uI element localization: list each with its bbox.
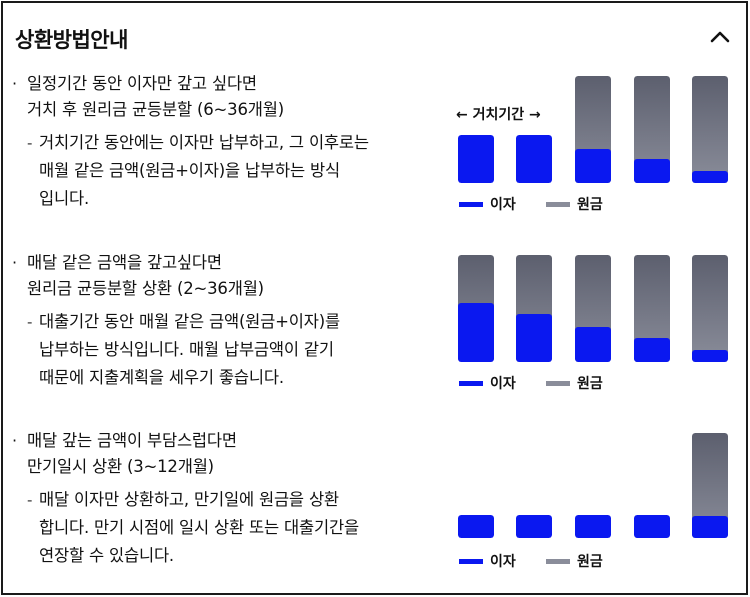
bar-month-4 xyxy=(634,515,670,538)
section-title-line2: 원리금 균등분할 상환 (2~36개월) xyxy=(27,279,264,298)
bar-month-4 xyxy=(634,76,670,183)
section-title-line1: 매달 같은 금액을 갚고싶다면 xyxy=(27,253,222,272)
bar-month-3 xyxy=(575,255,611,362)
grace-period-label: ← 거치기간 → xyxy=(456,107,541,123)
bar-month-3 xyxy=(575,515,611,538)
section-desc-line2: 합니다. 만기 시점에 일시 상환 또는 대출기간을 xyxy=(39,518,359,537)
bar-month-1 xyxy=(458,255,494,362)
bar-month-4 xyxy=(634,255,670,362)
section-desc-line2: 매월 같은 금액(원금+이자)을 납부하는 방식 xyxy=(39,161,340,180)
section-title-line1: 매달 갚는 금액이 부담스럽다면 xyxy=(27,431,237,450)
section-title-line1: 일정기간 동안 이자만 갚고 싶다면 xyxy=(27,74,257,93)
legend-interest-swatch xyxy=(459,381,483,386)
section-title-line2: 거치 후 원리금 균등분할 (6~36개월) xyxy=(27,100,284,119)
section-desc-line3: 때문에 지출계획을 세우기 좋습니다. xyxy=(39,368,284,387)
section-desc-line2: 납부하는 방식입니다. 매월 납부금액이 같기 xyxy=(39,340,334,359)
legend-interest-label: 이자 xyxy=(490,197,516,213)
legend-principal-swatch xyxy=(546,381,570,386)
section-desc-line1: 대출기간 동안 매월 같은 금액(원금+이자)를 xyxy=(39,312,340,331)
section-equal-installment: · 매달 같은 금액을 갚고싶다면 원리금 균등분할 상환 (2~36개월) -… xyxy=(3,248,746,398)
panel-header[interactable]: 상환방법안내 xyxy=(3,3,746,69)
legend-interest-label: 이자 xyxy=(490,376,516,392)
legend-principal-label: 원금 xyxy=(577,554,603,570)
bar-month-1 xyxy=(458,135,494,183)
bar-month-2 xyxy=(516,255,552,362)
legend-interest-label: 이자 xyxy=(490,554,516,570)
bar-month-3 xyxy=(575,76,611,183)
legend-principal-label: 원금 xyxy=(577,376,603,392)
dash: - xyxy=(27,491,33,509)
legend-principal-swatch xyxy=(546,559,570,564)
bullet: · xyxy=(12,74,18,93)
bullet: · xyxy=(12,431,18,450)
section-title-line2: 만기일시 상환 (3~12개월) xyxy=(27,457,214,476)
section-desc-line1: 매달 이자만 상환하고, 만기일에 원금을 상환 xyxy=(39,490,339,509)
bullet: · xyxy=(12,253,18,272)
legend-principal-label: 원금 xyxy=(577,197,603,213)
bar-month-2 xyxy=(516,135,552,183)
panel-title: 상환방법안내 xyxy=(15,28,128,52)
bar-month-1 xyxy=(458,515,494,538)
section-desc-line1: 거치기간 동안에는 이자만 납부하고, 그 이후로는 xyxy=(39,133,369,152)
legend-interest-swatch xyxy=(459,559,483,564)
chevron-up-icon[interactable] xyxy=(708,25,732,49)
bar-month-5 xyxy=(692,76,728,183)
section-lump-sum: · 매달 갚는 금액이 부담스럽다면 만기일시 상환 (3~12개월) - 매달… xyxy=(3,426,746,586)
section-desc-line3: 연장할 수 있습니다. xyxy=(39,546,174,565)
section-desc-line3: 입니다. xyxy=(39,189,89,208)
legend-principal-swatch xyxy=(546,202,570,207)
dash: - xyxy=(27,134,33,152)
bar-month-5 xyxy=(692,255,728,362)
bar-month-5 xyxy=(692,433,728,538)
legend-interest-swatch xyxy=(459,202,483,207)
bar-month-2 xyxy=(516,515,552,538)
section-grace-then-equal: · 일정기간 동안 이자만 갚고 싶다면 거치 후 원리금 균등분할 (6~36… xyxy=(3,69,746,244)
dash: - xyxy=(27,313,33,331)
